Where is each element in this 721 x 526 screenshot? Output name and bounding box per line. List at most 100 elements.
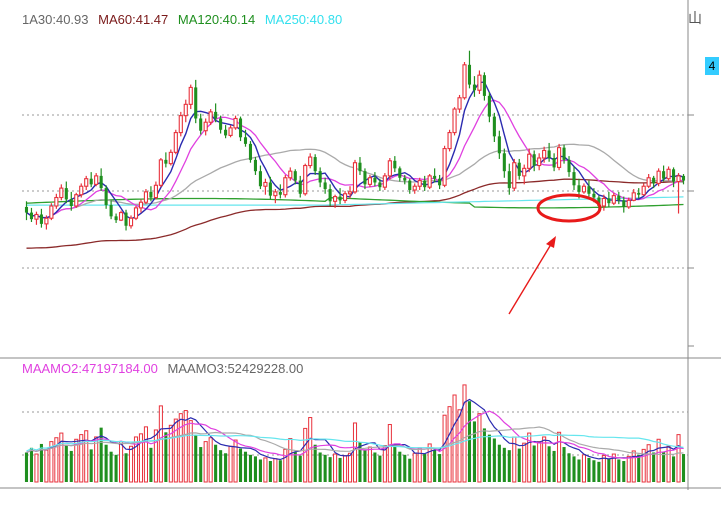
volume-bar (338, 457, 342, 482)
volume-bar (313, 444, 317, 482)
volume-bar (288, 438, 293, 483)
candle-body (417, 180, 422, 187)
candle-body (89, 178, 93, 185)
volume-bar (203, 441, 208, 483)
candle-body (352, 162, 358, 193)
volume-bar (542, 436, 547, 483)
volume-bar (188, 420, 193, 483)
volume-bar (408, 458, 412, 482)
candle-body (293, 171, 297, 181)
volume-bar (387, 424, 392, 483)
volume-bar (652, 452, 656, 482)
candle-body (59, 187, 64, 199)
volume-bar (347, 452, 353, 483)
volume-bar (537, 441, 542, 483)
volume-bar (34, 453, 39, 483)
volume-bar (268, 461, 272, 482)
candle-body (153, 184, 158, 199)
candle-body (64, 188, 68, 200)
candle-body (572, 172, 576, 186)
volume-bar (263, 457, 268, 483)
volume-bar (238, 448, 243, 482)
volume-bar (631, 450, 636, 483)
candle-body (522, 167, 527, 177)
volume-bar (517, 448, 521, 482)
volume-bar (433, 450, 437, 482)
volume-bar (567, 453, 571, 482)
volume-bar (253, 456, 257, 482)
volume-bar (557, 431, 562, 483)
candle-body (502, 153, 506, 172)
candle-body (199, 118, 203, 131)
candle-body (652, 177, 656, 184)
volume-bar (84, 430, 89, 483)
volume-legend: MAAMO2:47197184.00 MAAMO3:52429228.00 (22, 361, 309, 376)
volume-bar (352, 422, 358, 483)
candle-body (367, 177, 373, 185)
candle-body (178, 115, 183, 134)
volume-bar (29, 447, 34, 482)
volume-bar (104, 444, 108, 482)
candle-body (492, 116, 496, 137)
candle-body (611, 195, 616, 204)
volume-bar (373, 452, 377, 482)
candle-body (39, 214, 43, 224)
candle-body (94, 175, 99, 185)
volume-bar (183, 410, 188, 483)
candle-body (467, 64, 472, 85)
candle-body (542, 149, 547, 159)
volume-bar (318, 452, 322, 482)
volume-bar (681, 454, 686, 482)
volume-bar (99, 427, 103, 482)
candle-body (631, 192, 636, 201)
candle-body (214, 111, 218, 119)
legend-maamo3: MAAMO3:52429228.00 (167, 361, 304, 376)
volume-bar (492, 438, 496, 482)
price-legend: 1A30:40.93 MA60:41.47 MA120:40.14 MA250:… (22, 12, 348, 27)
candle-body (168, 151, 173, 165)
volume-bar (114, 454, 118, 482)
candle-body (552, 158, 556, 168)
candle-body (118, 212, 124, 221)
corner-label: 山 (688, 10, 702, 26)
candle-body (288, 170, 293, 179)
volume-bar (358, 442, 362, 482)
volume-bar (293, 451, 297, 482)
candle-body (433, 175, 437, 179)
volume-bar (278, 460, 282, 482)
candle-body (398, 168, 402, 178)
candle-body (403, 177, 407, 181)
candle-body (173, 132, 178, 153)
volume-bar (243, 451, 248, 482)
volume-bar (547, 446, 551, 482)
right-tab[interactable]: 4 (705, 57, 719, 75)
ma120-line (26, 197, 684, 209)
candle-body (303, 164, 308, 195)
candle-body (114, 216, 118, 221)
candle-body (29, 212, 34, 220)
volume-bar (482, 428, 486, 482)
volume-ma-lines (26, 398, 684, 461)
volume-bar (258, 459, 262, 482)
candle-body (109, 205, 113, 217)
candle-body (562, 147, 566, 160)
candle-body (592, 193, 596, 198)
candle-body (382, 175, 387, 188)
candle-body (268, 182, 272, 196)
candle-body (373, 177, 377, 183)
candle-body (527, 153, 532, 169)
candle-body (263, 181, 268, 187)
candle-body (74, 194, 79, 207)
candle-body (387, 160, 392, 177)
volume-bar (403, 454, 407, 482)
volume-bar (462, 384, 467, 483)
candle-body (666, 168, 671, 180)
candle-body (438, 178, 442, 186)
candle-body (69, 199, 73, 206)
volume-bar (74, 438, 79, 483)
candle-body (188, 86, 193, 105)
legend-ma60: MA60:41.47 (98, 12, 169, 27)
candle-body (487, 95, 491, 117)
volume-bar (666, 445, 671, 483)
volume-bar (219, 450, 223, 482)
